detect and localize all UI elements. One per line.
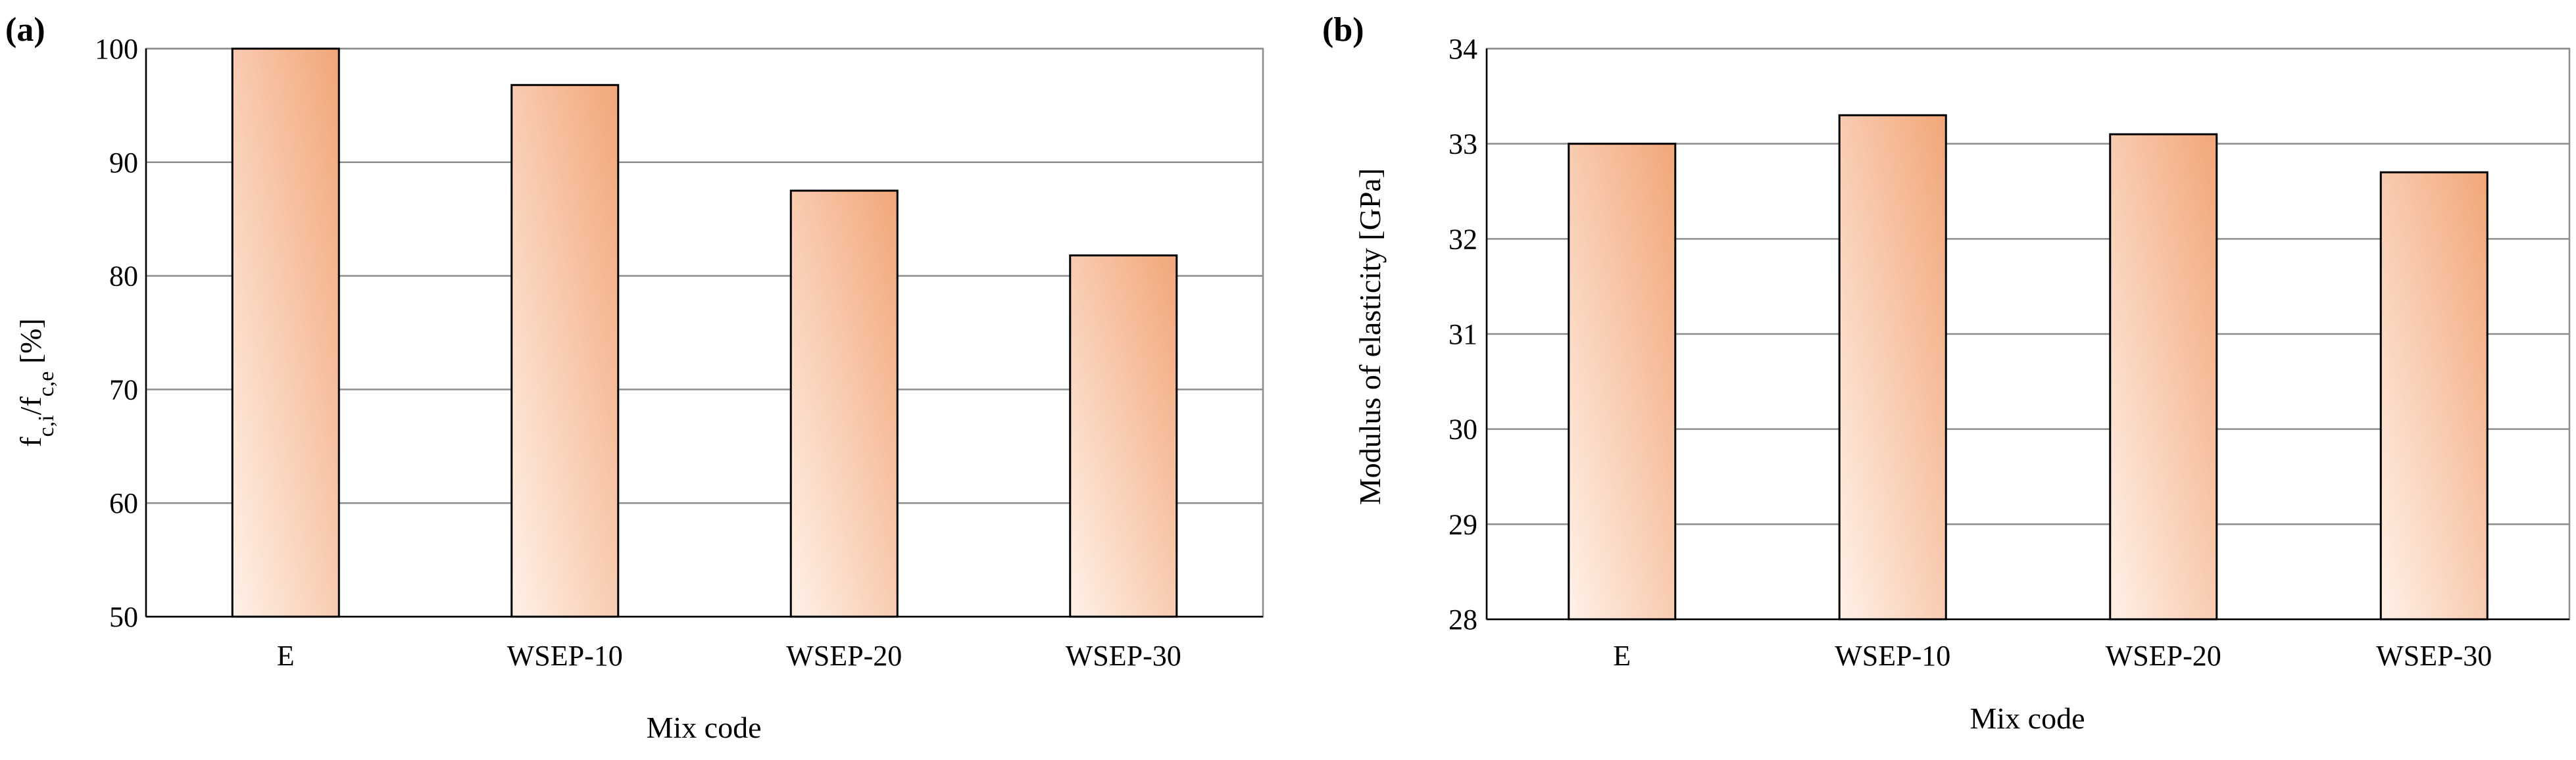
panel-b-label: (b)	[1322, 11, 1364, 49]
panel-b-y-tick-label: 29	[1449, 508, 1477, 540]
panel-b-bar-e	[1568, 143, 1677, 621]
panel-b-x-tick-label: WSEP-30	[2376, 640, 2492, 672]
panel-a-label: (a)	[5, 11, 45, 49]
panel-a-y-tick-label: 70	[109, 373, 138, 406]
panel-a-y-tick-label: 80	[109, 260, 138, 293]
panel-a-bar-wsep-30	[1069, 254, 1178, 618]
panel-b-y-tick-label: 33	[1449, 128, 1477, 160]
panel-b-bar-wsep-30	[2379, 171, 2489, 621]
panel-a-x-tick-label: WSEP-10	[507, 640, 623, 672]
panel-a-y-tick-label: 100	[95, 33, 138, 65]
panel-b-y-axis-title: Modulus of elasticity [GPa]	[1353, 168, 1387, 505]
panel-b-y-tick-label: 30	[1449, 414, 1477, 446]
panel-b-x-tick-label: E	[1613, 640, 1631, 672]
panel-a-x-tick-label: WSEP-20	[786, 640, 902, 672]
panel-b-x-axis-title: Mix code	[1969, 701, 2085, 735]
chart-panel-b: (b) Modulus of elasticity [GPa] Mix code…	[1322, 11, 2571, 735]
panel-a-bar-wsep-20	[789, 189, 899, 618]
panel-a-x-tick-label: E	[277, 640, 295, 672]
panel-a-x-tick-label: WSEP-30	[1066, 640, 1181, 672]
panel-b-y-tick-label: 31	[1449, 318, 1477, 350]
panel-b-x-tick-label: WSEP-10	[1835, 640, 1950, 672]
panel-b-bar-wsep-10	[1838, 114, 1947, 621]
panel-b-bar-wsep-20	[2109, 133, 2218, 621]
panel-b-y-tick-label: 32	[1449, 223, 1477, 255]
panel-a-y-axis-title: fc,i/fc,e [%]	[14, 318, 59, 447]
panel-a-y-tick-label: 60	[109, 487, 138, 519]
panel-a-y-tick-label: 50	[109, 601, 138, 633]
panel-a-y-tick-label: 90	[109, 147, 138, 179]
panel-a-bar-e	[231, 47, 340, 618]
panel-b-y-tick-label: 28	[1449, 604, 1477, 636]
panel-a-x-axis-title: Mix code	[646, 711, 761, 744]
panel-b-y-tick-label: 34	[1449, 33, 1477, 65]
panel-b-x-tick-label: WSEP-20	[2106, 640, 2221, 672]
chart-panel-a: (a) fc,i/fc,e [%] Mix code 50 60 70 80 90 100…	[5, 11, 1264, 744]
panel-a-bar-wsep-10	[510, 83, 620, 618]
